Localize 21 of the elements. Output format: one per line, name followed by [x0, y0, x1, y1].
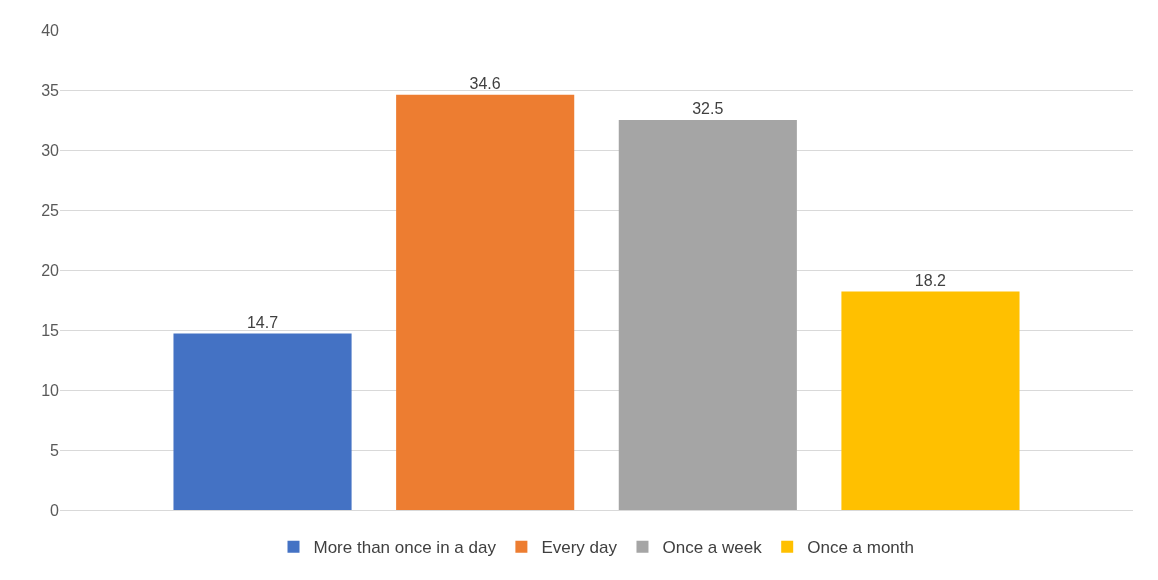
data-label: 18.2 — [914, 271, 947, 289]
bar — [173, 333, 352, 510]
data-label: 32.5 — [692, 100, 724, 117]
bar — [396, 94, 575, 510]
y-tick-label: 20 — [41, 261, 60, 279]
bar — [841, 291, 1020, 510]
legend-label: More than once in a day — [313, 538, 497, 558]
legend-label: Once a week — [662, 538, 763, 558]
legend-label: Once a month — [807, 538, 914, 558]
y-tick-label: 35 — [41, 81, 60, 99]
legend-label: Every day — [541, 538, 618, 558]
data-label: 34.6 — [469, 74, 501, 92]
y-tick-label: 0 — [50, 501, 60, 519]
data-label: 14.7 — [246, 313, 279, 331]
y-tick-label: 25 — [41, 201, 60, 219]
y-tick-label: 30 — [41, 141, 60, 159]
y-tick-label: 15 — [41, 321, 60, 339]
bar — [618, 120, 797, 510]
y-tick-label: 5 — [50, 441, 60, 459]
y-tick-label: 40 — [41, 21, 60, 39]
y-tick-label: 10 — [41, 381, 60, 399]
